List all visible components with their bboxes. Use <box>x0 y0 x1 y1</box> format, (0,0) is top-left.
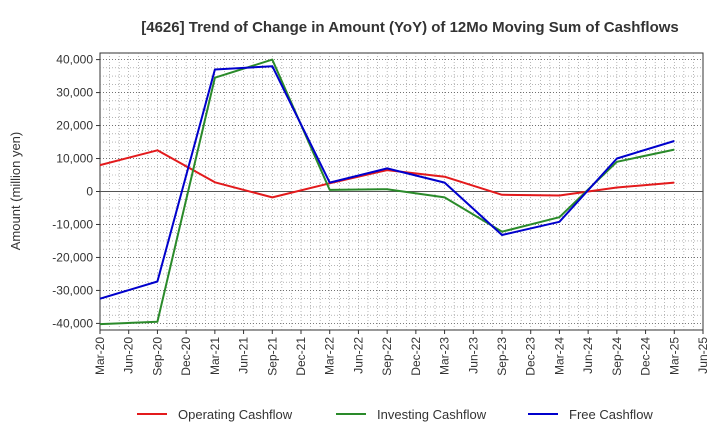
y-tick-label: -40,000 <box>52 316 93 330</box>
x-tick-label: Jun-22 <box>351 337 365 374</box>
x-tick-label: Jun-23 <box>466 337 480 374</box>
series-line-operating-cashflow <box>99 149 675 199</box>
y-tick-label: -20,000 <box>52 250 93 264</box>
x-tick-label: Jun-20 <box>122 337 136 374</box>
x-tick-label: Dec-23 <box>524 337 538 376</box>
x-tick-label: Dec-24 <box>639 337 653 376</box>
x-tick-label: Mar-20 <box>93 337 107 375</box>
y-tick-label: -30,000 <box>52 283 93 297</box>
series-lines <box>99 58 675 326</box>
x-tick-label: Dec-22 <box>409 337 423 376</box>
x-tick-label: Mar-23 <box>438 337 452 375</box>
x-tick-label: Jun-25 <box>696 337 710 374</box>
y-tick-label: -10,000 <box>52 217 93 231</box>
series-line-investing-cashflow <box>99 58 675 326</box>
y-tick-label: 20,000 <box>56 119 93 133</box>
axes: 40,000 30,000 20,000 10,000 0 -10,000 -20,000 -… <box>52 53 710 376</box>
x-tick-label: Dec-20 <box>179 337 193 376</box>
y-tick-label: 40,000 <box>56 53 93 67</box>
x-tick-label: Mar-25 <box>667 337 681 375</box>
chart-title: [4626] Trend of Change in Amount (YoY) o… <box>141 19 679 36</box>
x-tick-label: Jun-21 <box>237 337 251 374</box>
y-tick-label: 30,000 <box>56 86 93 100</box>
grid <box>99 52 704 331</box>
x-tick-label: Mar-22 <box>323 337 337 375</box>
x-tick-label: Mar-21 <box>208 337 222 375</box>
y-tick-label: 10,000 <box>56 152 93 166</box>
y-tick-label: 0 <box>86 185 93 199</box>
x-tick-label: Sep-24 <box>610 337 624 376</box>
legend-label: Free Cashflow <box>569 407 653 422</box>
x-tick-label: Sep-23 <box>495 337 509 376</box>
series-line-free-cashflow <box>99 65 675 300</box>
x-tick-label: Sep-20 <box>150 337 164 376</box>
y-axis-label: Amount (million yen) <box>8 132 23 251</box>
x-tick-label: Sep-22 <box>380 337 394 376</box>
x-tick-label: Sep-21 <box>265 337 279 376</box>
x-tick-label: Mar-24 <box>552 337 566 375</box>
x-tick-label: Dec-21 <box>294 337 308 376</box>
x-tick-label: Jun-24 <box>581 337 595 374</box>
legend-label: Operating Cashflow <box>178 407 293 422</box>
legend: Operating Cashflow Investing Cashflow Free… <box>137 407 653 422</box>
legend-label: Investing Cashflow <box>377 407 487 422</box>
